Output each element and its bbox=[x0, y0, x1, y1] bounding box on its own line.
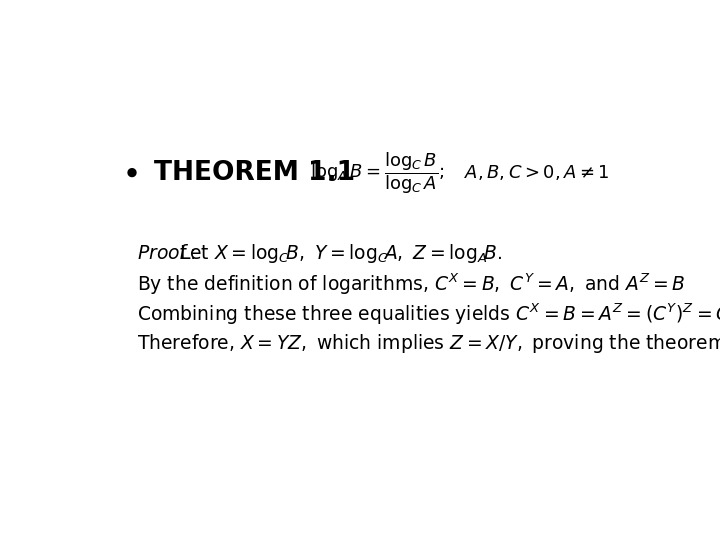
Text: Therefore, $X = YZ,$ which implies $Z = X/Y,$ proving the theorem.: Therefore, $X = YZ,$ which implies $Z = … bbox=[138, 332, 720, 355]
Text: Combining these three equalities yields $C^X = B = A^Z = (C^Y)^Z = C^{YZ}$: Combining these three equalities yields … bbox=[138, 301, 720, 327]
Text: $A, B, C > 0, A \neq 1$: $A, B, C > 0, A \neq 1$ bbox=[464, 164, 609, 183]
Text: Let $X = \log_C\!\!B,\ Y = \log_C\!\!A,\ Z = \log_A\!\!B.$: Let $X = \log_C\!\!B,\ Y = \log_C\!\!A,\… bbox=[179, 242, 503, 266]
Text: $\bullet$: $\bullet$ bbox=[121, 157, 138, 188]
Text: By the definition of logarithms, $C^X = B,\ C^Y = A,$ and $A^Z = B$: By the definition of logarithms, $C^X = … bbox=[138, 271, 686, 296]
Text: THEOREM 1.1: THEOREM 1.1 bbox=[154, 160, 355, 186]
Text: $\mathit{Proof}\mathit{:}$: $\mathit{Proof}\mathit{:}$ bbox=[138, 245, 196, 264]
Text: $\log_A B = \dfrac{\log_C B}{\log_C A};$: $\log_A B = \dfrac{\log_C B}{\log_C A};$ bbox=[310, 150, 445, 195]
